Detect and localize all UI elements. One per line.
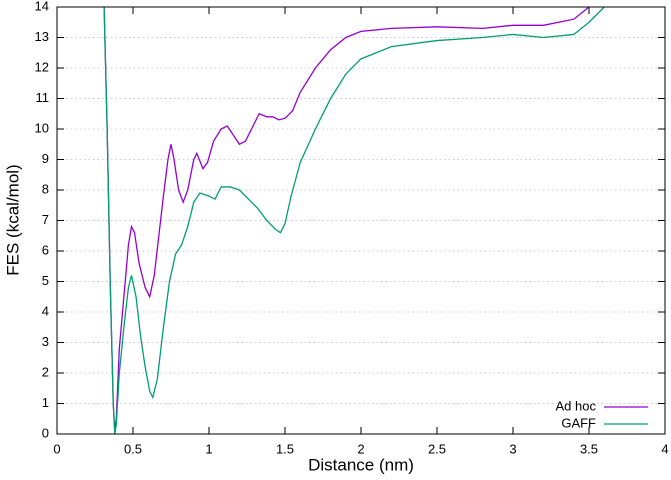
y-tick-label: 5 — [42, 273, 49, 288]
x-tick-label: 1.5 — [276, 441, 294, 456]
y-tick-label: 14 — [35, 0, 49, 13]
y-tick-label: 10 — [35, 120, 49, 135]
y-tick-label: 8 — [42, 181, 49, 196]
y-tick-label: 7 — [42, 212, 49, 227]
x-tick-label: 0 — [53, 441, 60, 456]
y-tick-label: 11 — [36, 90, 50, 105]
y-tick-label: 2 — [42, 364, 49, 379]
x-tick-label: 4 — [661, 441, 668, 456]
x-axis-title: Distance (nm) — [308, 455, 414, 474]
plot-border — [56, 6, 666, 435]
y-tick-label: 9 — [42, 151, 49, 166]
legend-label: Ad hoc — [556, 398, 597, 413]
y-tick-label: 6 — [42, 242, 49, 257]
y-tick-label: 1 — [42, 395, 49, 410]
x-tick-label: 0.5 — [124, 441, 142, 456]
legend-label: GAFF — [561, 415, 596, 430]
y-tick-label: 13 — [35, 29, 49, 44]
x-tick-label: 3 — [509, 441, 516, 456]
line — [103, 7, 590, 432]
x-tick-label: 2 — [357, 441, 364, 456]
x-tick-label: 1 — [205, 441, 212, 456]
y-tick-label: 0 — [42, 425, 49, 440]
x-tick-label: 3.5 — [580, 441, 598, 456]
y-tick-label: 4 — [42, 303, 49, 318]
y-tick-label: 3 — [42, 334, 49, 349]
x-tick-label: 2.5 — [428, 441, 446, 456]
y-tick-label: 12 — [35, 59, 49, 74]
line — [103, 7, 605, 434]
y-axis-title: FES (kcal/mol) — [3, 164, 22, 275]
